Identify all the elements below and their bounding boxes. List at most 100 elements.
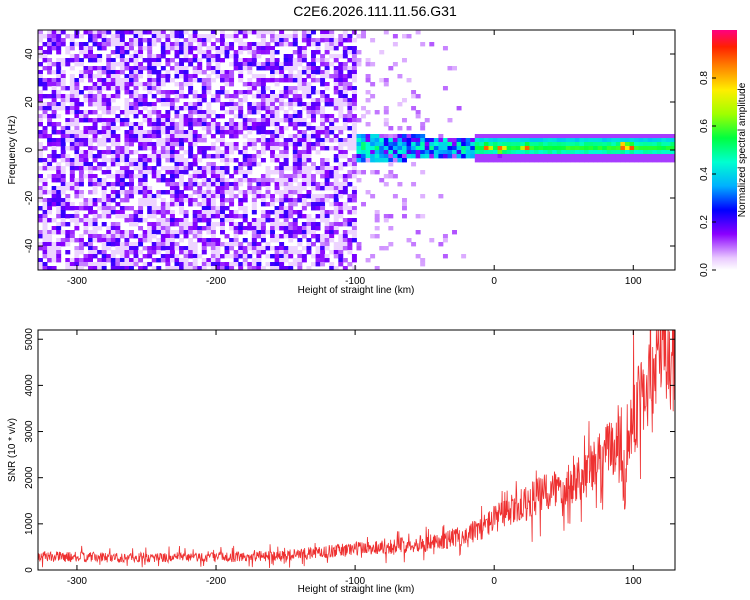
heatmap-cell bbox=[220, 142, 225, 147]
heatmap-cell bbox=[169, 98, 175, 103]
heatmap-cell bbox=[229, 118, 235, 123]
heatmap-cell bbox=[515, 158, 521, 163]
heatmap-cell bbox=[56, 70, 62, 75]
heatmap-cell bbox=[283, 190, 289, 195]
heatmap-cell bbox=[260, 126, 266, 131]
heatmap-cell bbox=[242, 34, 248, 39]
heatmap-cell bbox=[247, 242, 253, 247]
heatmap-cell bbox=[188, 38, 194, 43]
heatmap-cell bbox=[356, 138, 362, 143]
heatmap-cell bbox=[97, 182, 103, 187]
heatmap-cell bbox=[106, 230, 112, 235]
heatmap-cell bbox=[69, 34, 75, 39]
heatmap-cell bbox=[338, 206, 344, 211]
heatmap-cell bbox=[65, 198, 71, 203]
heatmap-cell bbox=[406, 150, 412, 155]
heatmap-cell bbox=[188, 34, 194, 39]
heatmap-cell bbox=[561, 158, 567, 163]
heatmap-cell bbox=[233, 178, 239, 183]
heatmap-cell bbox=[188, 178, 194, 183]
heatmap-cell bbox=[593, 134, 599, 139]
heatmap-cell bbox=[338, 54, 344, 59]
heatmap-cell bbox=[60, 242, 66, 247]
heatmap-cell bbox=[597, 134, 603, 139]
heatmap-cell bbox=[133, 166, 139, 171]
heatmap-cell bbox=[333, 78, 339, 83]
heatmap-cell bbox=[138, 126, 144, 131]
heatmap-cell bbox=[602, 150, 608, 155]
heatmap-cell bbox=[506, 134, 512, 139]
heatmap-cell bbox=[279, 250, 285, 255]
heatmap-cell bbox=[597, 154, 603, 159]
heatmap-cell bbox=[415, 134, 421, 139]
heatmap-cell bbox=[283, 146, 289, 151]
heatmap-cell bbox=[151, 250, 157, 255]
heatmap-cell bbox=[60, 206, 66, 211]
heatmap-cell bbox=[324, 30, 330, 35]
heatmap-cell bbox=[192, 58, 198, 63]
heatmap-cell bbox=[329, 230, 335, 235]
heatmap-cell bbox=[174, 142, 180, 147]
heatmap-cell bbox=[147, 234, 153, 239]
heatmap-cell bbox=[606, 142, 612, 147]
heatmap-cell bbox=[147, 166, 153, 171]
heatmap-cell bbox=[56, 226, 62, 231]
heatmap-cell bbox=[256, 106, 262, 111]
heatmap-cell bbox=[256, 90, 262, 95]
heatmap-cell bbox=[206, 222, 212, 227]
heatmap-cell bbox=[60, 214, 66, 219]
heatmap-cell bbox=[320, 162, 326, 167]
heatmap-cell bbox=[406, 134, 412, 139]
heatmap-cell bbox=[78, 238, 84, 243]
heatmap-cell bbox=[274, 258, 280, 263]
heatmap-cell bbox=[333, 138, 339, 143]
heatmap-cell bbox=[160, 46, 166, 51]
heatmap-cell bbox=[247, 58, 253, 63]
heatmap-cell bbox=[56, 102, 62, 107]
heatmap-cell bbox=[301, 158, 307, 163]
heatmap-cell bbox=[470, 154, 476, 159]
heatmap-cell bbox=[47, 50, 53, 55]
heatmap-cell bbox=[474, 150, 480, 155]
heatmap-cell bbox=[169, 170, 175, 175]
heatmap-cell bbox=[320, 254, 326, 259]
heatmap-cell bbox=[92, 58, 98, 63]
heatmap-cell bbox=[47, 118, 53, 123]
heatmap-cell bbox=[142, 102, 148, 107]
heatmap-cell bbox=[92, 230, 98, 235]
heatmap-cell bbox=[74, 106, 80, 111]
heatmap-cell bbox=[242, 254, 248, 259]
heatmap-cell bbox=[338, 74, 344, 79]
heatmap-cell bbox=[260, 122, 266, 127]
heatmap-cell bbox=[301, 130, 307, 135]
heatmap-cell bbox=[115, 210, 121, 215]
heatmap-cell bbox=[347, 34, 353, 39]
heatmap-cell bbox=[129, 126, 134, 131]
heatmap-cell bbox=[556, 142, 562, 147]
heatmap-cell bbox=[60, 58, 66, 63]
heatmap-cell bbox=[233, 106, 239, 111]
heatmap-cell bbox=[311, 54, 316, 59]
heatmap-cell bbox=[320, 62, 326, 67]
heatmap-cell bbox=[556, 150, 562, 155]
heatmap-cell bbox=[124, 86, 130, 91]
heatmap-cell bbox=[97, 118, 103, 123]
heatmap-cell bbox=[174, 94, 180, 99]
heatmap-cell bbox=[133, 186, 139, 191]
heatmap-cell bbox=[83, 174, 89, 179]
heatmap-cell bbox=[552, 158, 558, 163]
heatmap-cell bbox=[265, 94, 271, 99]
heatmap-cell bbox=[233, 94, 239, 99]
heatmap-cell bbox=[160, 154, 166, 159]
heatmap-cell bbox=[238, 126, 244, 131]
heatmap-cell bbox=[92, 74, 98, 79]
heatmap-cell bbox=[347, 98, 353, 103]
heatmap-cell bbox=[220, 70, 225, 75]
heatmap-cell bbox=[229, 174, 235, 179]
heatmap-cell bbox=[56, 258, 62, 263]
heatmap-cell bbox=[392, 154, 398, 159]
heatmap-cell bbox=[42, 58, 48, 63]
heatmap-cell bbox=[315, 170, 321, 175]
heatmap-cell bbox=[279, 226, 285, 231]
heatmap-cell bbox=[274, 214, 280, 219]
